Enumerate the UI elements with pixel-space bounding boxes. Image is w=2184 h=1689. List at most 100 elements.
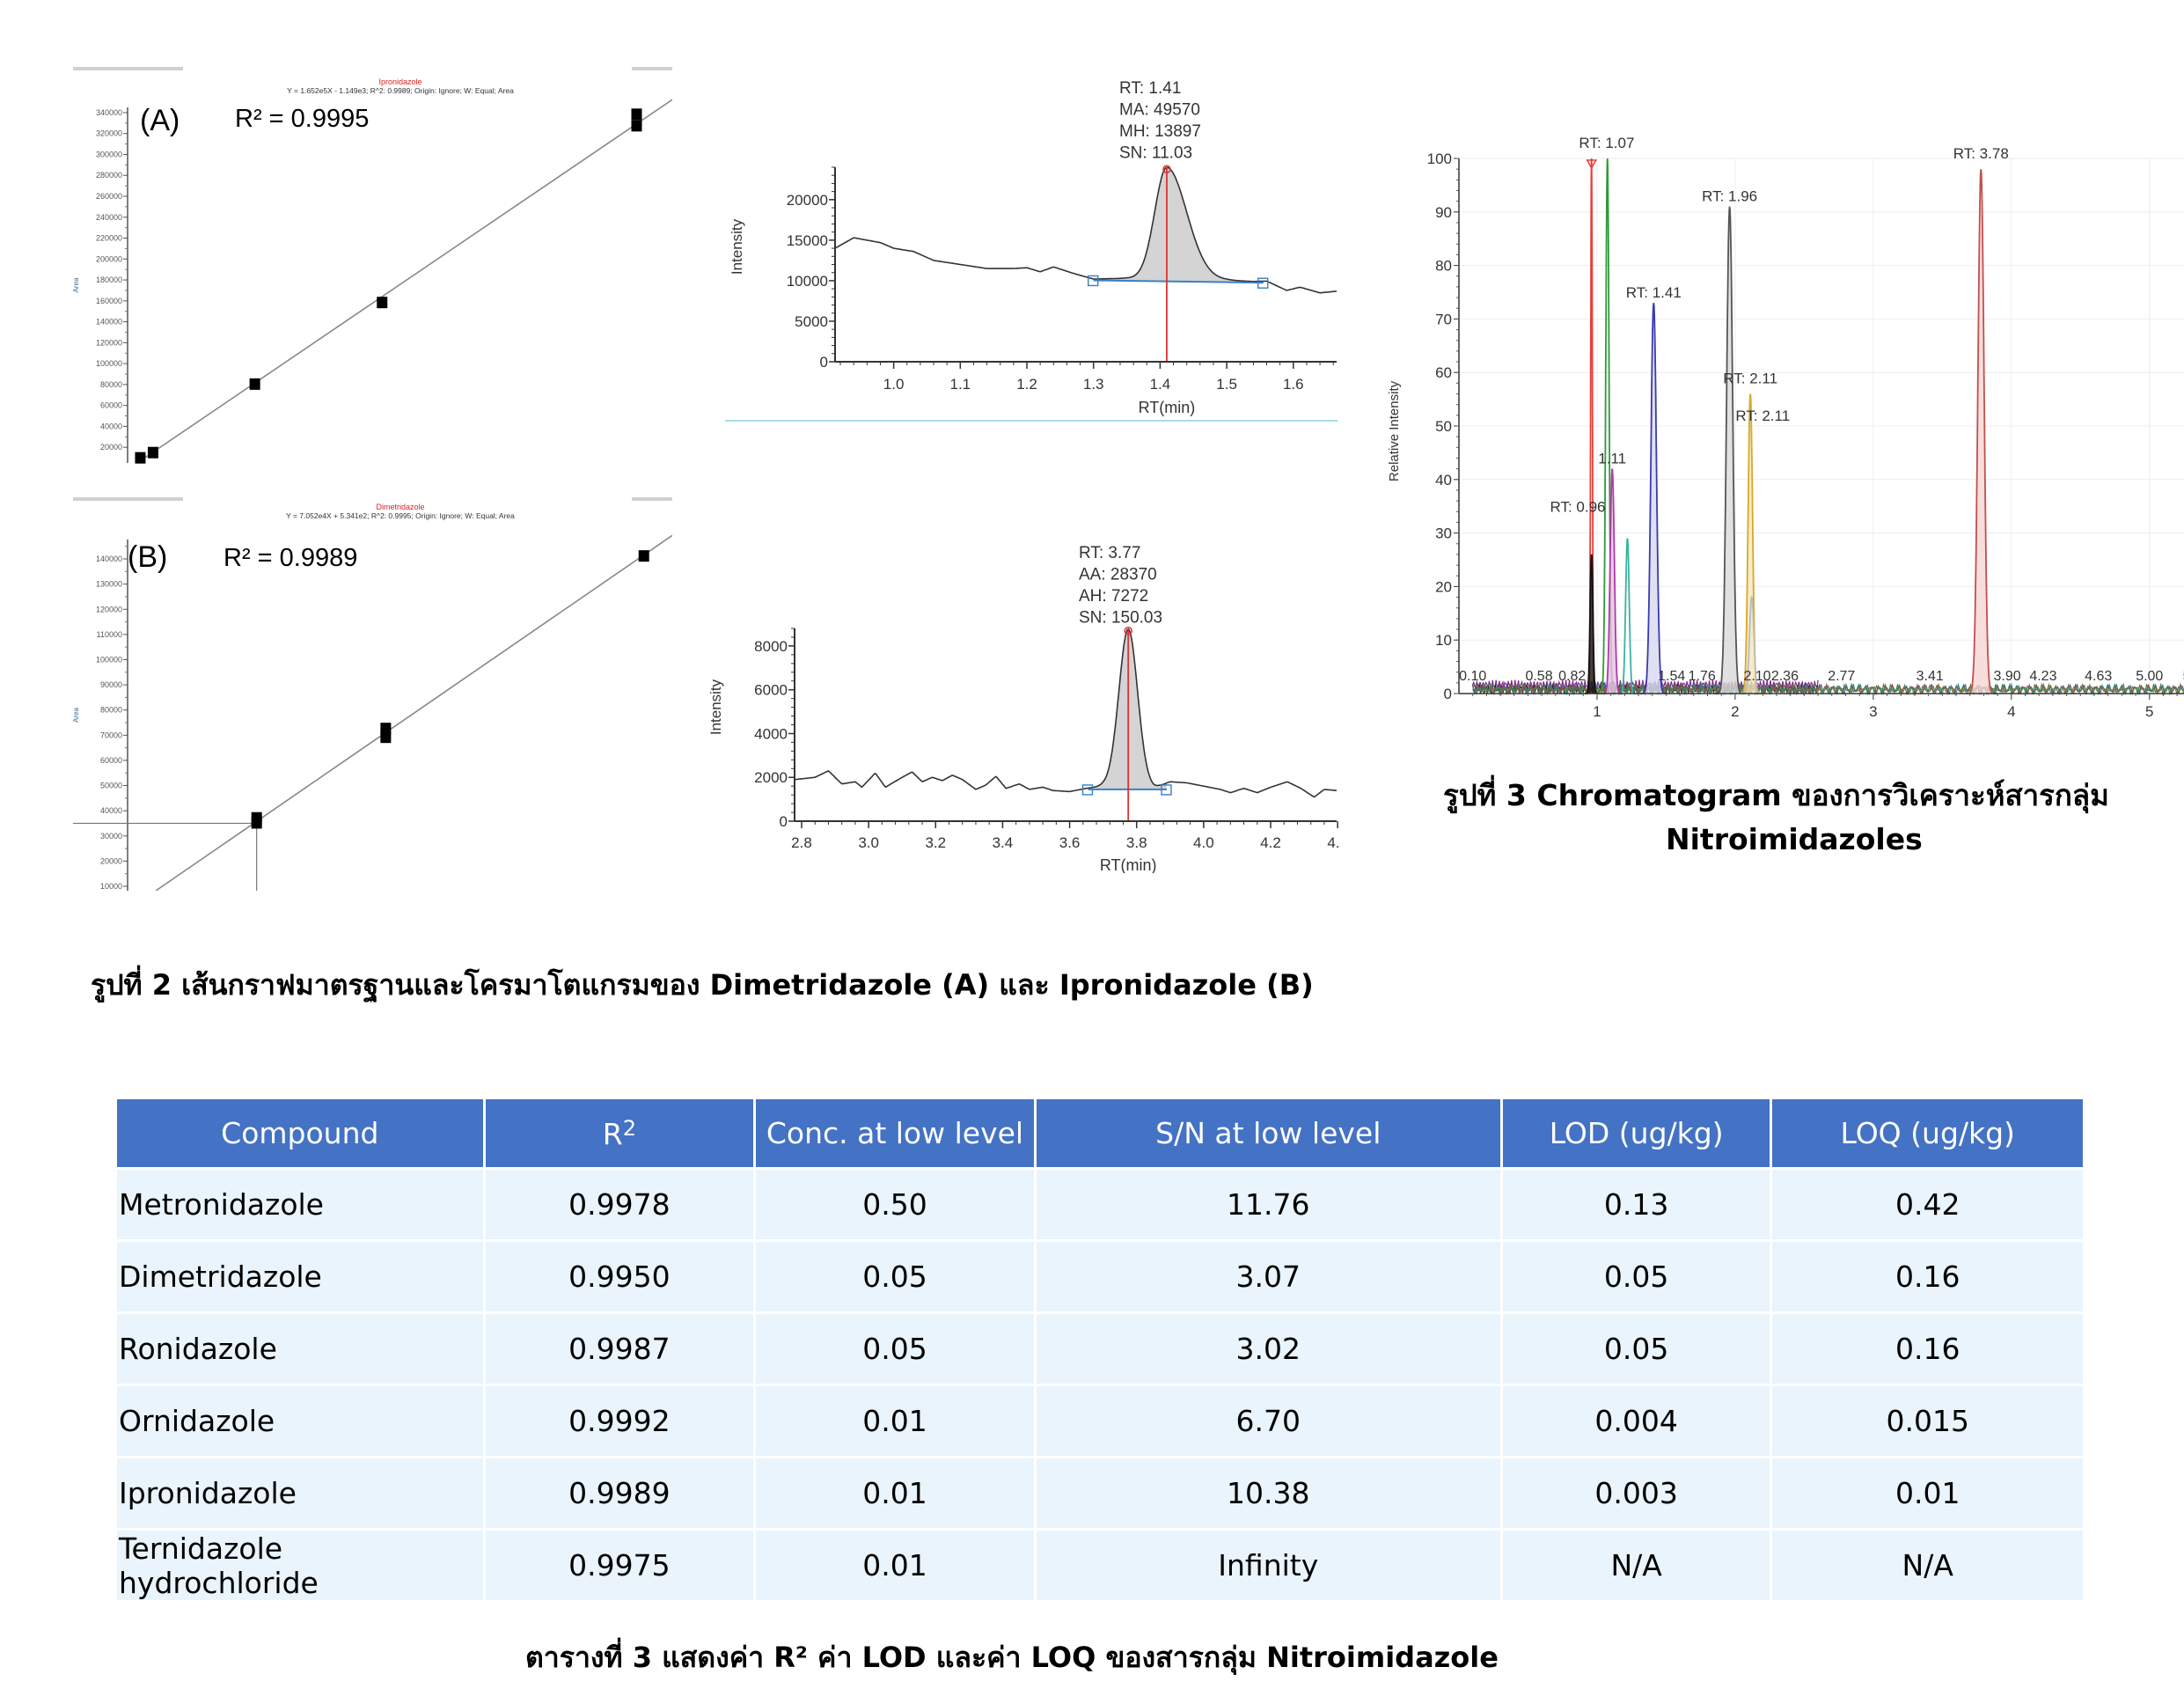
y-tick-label: 260000 xyxy=(96,192,122,201)
baseline-annotation: 4.63 xyxy=(2085,669,2112,684)
table-row: Metronidazole 0.9978 0.50 11.76 0.13 0.42 xyxy=(114,1167,2085,1242)
y-tick-label: 10000 xyxy=(787,273,828,290)
cell-loq: 0.16 xyxy=(1770,1239,2085,1314)
y-tick-label: 340000 xyxy=(96,108,122,117)
header-conc: Conc. at low level xyxy=(753,1099,1037,1170)
x-tick-label: 3 xyxy=(1869,703,1877,720)
regression-line xyxy=(136,99,672,464)
cell-compound: Ronidazole xyxy=(114,1311,486,1386)
y-tick-label: 120000 xyxy=(96,605,122,613)
peak-trace xyxy=(1601,468,1623,694)
cell-sn: 11.76 xyxy=(1033,1167,1503,1242)
y-tick-label: 0 xyxy=(780,813,788,830)
cell-lod: 0.05 xyxy=(1499,1311,1773,1386)
cell-loq: 0.01 xyxy=(1770,1456,2085,1531)
cell-lod: 0.003 xyxy=(1499,1456,1773,1531)
header-sn: S/N at low level xyxy=(1033,1099,1503,1170)
baseline-annotation: 5.00 xyxy=(2136,669,2163,684)
y-tick-label: 140000 xyxy=(96,554,122,563)
peak-info-label: AA: 28370 xyxy=(1079,566,1157,584)
figure2-caption: รูปที่ 2 เส้นกราฟมาตรฐานและโครมาโตแกรมขอ… xyxy=(91,968,1314,1002)
cell-conc: 0.01 xyxy=(753,1528,1037,1603)
cell-r2: 0.9992 xyxy=(482,1384,757,1458)
y-tick-label: 2000 xyxy=(754,769,788,786)
y-tick-label: 20000 xyxy=(787,192,828,209)
y-tick-label: 60 xyxy=(1435,364,1452,381)
cell-compound: Ipronidazole xyxy=(114,1456,486,1531)
window-bar xyxy=(632,497,672,501)
table-row: Ipronidazole 0.9989 0.01 10.38 0.003 0.01 xyxy=(114,1456,2085,1531)
cell-lod: N/A xyxy=(1499,1528,1773,1603)
x-tick-label: 1.5 xyxy=(1216,376,1237,393)
window-bar xyxy=(632,67,672,70)
table-row: Ornidazole 0.9992 0.01 6.70 0.004 0.015 xyxy=(114,1384,2085,1458)
peak-annotation: RT: 2.11 xyxy=(1723,370,1777,386)
cell-conc: 0.05 xyxy=(753,1311,1037,1386)
baseline-annotation: 3.90 xyxy=(1994,669,2021,684)
cell-lod: 0.13 xyxy=(1499,1167,1773,1242)
cell-loq: 0.015 xyxy=(1770,1384,2085,1458)
y-tick-label: 300000 xyxy=(96,150,122,158)
peak-fill xyxy=(1714,206,1745,694)
chromatogram-1: 0 5000 10000 15000 20000 1.0 1.1 1.2 1.3 1.4 1.5 1.… xyxy=(729,79,1338,416)
peak-marker-triangle xyxy=(1586,159,1597,170)
peak-info-label: RT: 3.77 xyxy=(1079,544,1140,562)
data-point xyxy=(638,550,649,562)
y-tick-label: 0 xyxy=(820,354,828,371)
peak-area xyxy=(1088,628,1167,789)
y-tick-label: 140000 xyxy=(96,318,122,327)
baseline-annotation: 5 xyxy=(2183,669,2184,684)
y-tick-label: 100 xyxy=(1427,151,1452,167)
cell-loq: 0.16 xyxy=(1770,1311,2085,1386)
peak-annotation: RT: 2.11 xyxy=(1735,408,1790,424)
cell-sn: 10.38 xyxy=(1033,1456,1503,1531)
divider xyxy=(725,420,1338,422)
cell-r2: 0.9975 xyxy=(482,1528,757,1603)
peak-info-label: MH: 13897 xyxy=(1119,122,1201,141)
y-tick-label: 5000 xyxy=(795,313,828,330)
peak-info-label: SN: 11.03 xyxy=(1119,144,1192,163)
data-point xyxy=(251,811,262,824)
nitroimidazoles-chromatogram: 0 10 20 30 40 50 60 70 80 90 100 1 2 3 4 5 Relative Inte… xyxy=(1387,135,2184,720)
y-tick-label: 80 xyxy=(1435,258,1452,275)
y-tick-label: 6000 xyxy=(754,682,788,699)
y-tick-label: 30000 xyxy=(100,832,122,841)
table-header-row: Compound R2 Conc. at low level S/N at lo… xyxy=(114,1099,2085,1170)
peak-trace xyxy=(1714,206,1745,694)
y-tick-label: 110000 xyxy=(97,630,122,639)
baseline-annotation: 3.41 xyxy=(1916,669,1944,684)
y-tick-label: 70000 xyxy=(100,731,122,739)
baseline-annotation: 0.58 xyxy=(1525,669,1552,684)
y-tick-label: 120000 xyxy=(96,338,122,347)
x-tick-label: 4.0 xyxy=(1193,834,1214,851)
integration-baseline xyxy=(1093,279,1264,284)
y-axis-label: Intensity xyxy=(729,218,745,275)
x-tick-label: 4.4 xyxy=(1327,834,1340,851)
y-tick-label: 60000 xyxy=(100,756,122,765)
peak-annotation: RT: 1.07 xyxy=(1579,135,1634,151)
cell-conc: 0.01 xyxy=(753,1456,1037,1531)
r2-label: R² = 0.9995 xyxy=(235,105,369,133)
cell-loq: 0.42 xyxy=(1770,1167,2085,1242)
y-tick-label: 20000 xyxy=(100,443,122,452)
y-tick-label: 10000 xyxy=(100,882,122,891)
cell-loq: N/A xyxy=(1770,1528,2085,1603)
y-tick-label: 15000 xyxy=(787,232,828,249)
header-r2-superscript: 2 xyxy=(622,1115,637,1141)
baseline-annotation: 2.10 xyxy=(1743,669,1770,684)
window-bar xyxy=(73,497,183,501)
y-tick-label: 320000 xyxy=(96,129,122,138)
panel-label: (B) xyxy=(128,540,167,574)
table-row: Dimetridazole 0.9950 0.05 3.07 0.05 0.16 xyxy=(114,1239,2085,1314)
cell-sn: Infinity xyxy=(1033,1528,1503,1603)
data-point xyxy=(380,723,392,735)
figure3-caption-line2: Nitroimidazoles xyxy=(1666,822,1923,856)
peak-annotation: RT: 1.96 xyxy=(1702,188,1757,205)
cell-compound: Metronidazole xyxy=(114,1167,486,1242)
y-tick-label: 40000 xyxy=(100,806,122,815)
cell-conc: 0.05 xyxy=(753,1239,1037,1314)
x-tick-label: 2.8 xyxy=(791,834,812,851)
y-tick-label: 30 xyxy=(1435,525,1452,542)
peak-apex-marker xyxy=(1162,165,1171,173)
